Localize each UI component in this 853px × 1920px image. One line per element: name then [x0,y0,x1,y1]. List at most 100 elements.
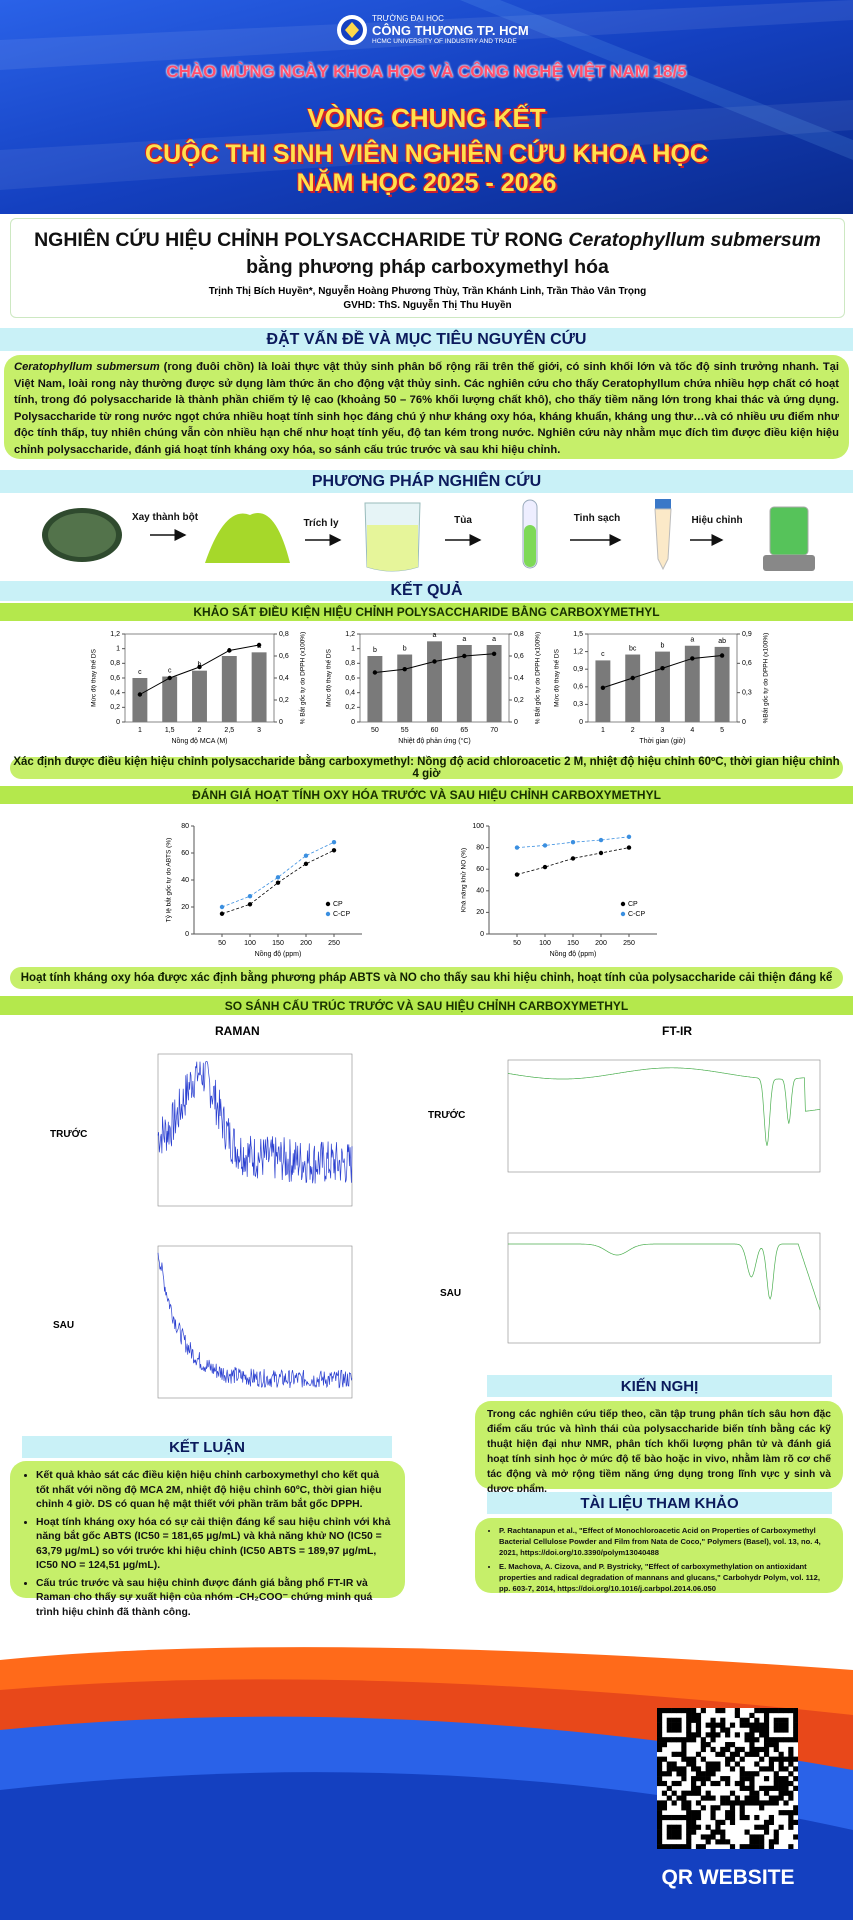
bar [714,646,730,722]
spectrum-title: FT-IR [662,1024,692,1038]
qr-cell [715,1732,721,1738]
year: NĂM HỌC 2025 - 2026 [296,169,557,197]
qr-cell [666,1785,672,1791]
legend-marker [620,901,626,907]
qr-cell [686,1810,692,1816]
x-tick-label: 5 [720,727,724,734]
bar [221,656,237,722]
qr-cell [657,1805,663,1811]
qr-cell [729,1844,736,1849]
qr-cell [657,1761,663,1767]
qr-cell [739,1780,745,1787]
qr-cell [793,1810,798,1816]
qr-cell [657,1756,663,1762]
qr-cell [676,1771,682,1777]
y-tick-label: 0,6 [110,675,120,682]
y-axis-title: Tỷ lệ bắt gốc tự do ABTS (%) [164,838,173,923]
university-en: HCMC UNIVERSITY OF INDUSTRY AND TRADE [372,38,517,45]
x-tick-label: 50 [218,940,226,947]
subsection-heading: ĐÁNH GIÁ HOẠT TÍNH OXY HÓA TRƯỚC VÀ SAU … [0,786,853,804]
qr-cell [666,1761,672,1767]
qr-cell [793,1712,798,1719]
qr-cell [783,1708,789,1714]
qr-cell [754,1834,760,1840]
spectrum-line [507,1067,821,1146]
qr-cell [666,1722,672,1728]
qr-cell [763,1790,770,1796]
qr-cell [768,1814,774,1821]
qr-cell [671,1737,677,1743]
qr-cell [681,1737,687,1743]
qr-cell [788,1844,794,1849]
y-axis-title: Mức độ thay thế DS [89,648,98,706]
qr-cell [686,1727,692,1733]
qr-cell [695,1766,702,1772]
qr-cell [710,1761,716,1767]
title-species: Ceratophyllum submersum [568,229,821,251]
reference: P. Rachtanapun et al., "Effect of Monoch… [499,1525,833,1558]
subsection-heading: SO SÁNH CẤU TRÚC TRƯỚC VÀ SAU HIỆU CHỈNH… [0,996,853,1015]
qr-cell [725,1742,731,1748]
significance-letter: a [690,637,694,644]
reference: E. Machova, A. Cizova, and P. Bystricky,… [499,1561,833,1594]
qr-cell [773,1727,779,1733]
qr-cell [783,1737,789,1743]
qr-cell [691,1819,697,1825]
qr-cell [700,1746,706,1753]
significance-letter: c [601,651,605,658]
qr-cell [657,1771,663,1777]
x-axis-title: Thời gian (giờ) [639,738,685,745]
qr-cell [691,1732,697,1738]
qr-cell [778,1780,784,1787]
qr-cell [676,1727,682,1733]
spectrum-label: TRƯỚC [50,1129,88,1140]
qr-cell [691,1829,697,1835]
qr-cell [700,1737,706,1743]
y-axis-title: Khả năng khử NO (%) [460,848,468,912]
y-tick-label: 100 [472,823,484,830]
qr-cell [773,1708,779,1714]
qr-cell [744,1814,750,1821]
qr-cell [720,1795,726,1801]
qr-cell [788,1814,794,1821]
qr-cell [783,1776,789,1782]
qr-cell [661,1737,668,1743]
qr-cell [695,1751,702,1757]
qr-cell [759,1756,765,1762]
x-tick-label: 50 [513,940,521,947]
y-tick-label: 1,2 [573,648,583,655]
qr-cell [778,1824,784,1830]
qr-cell [666,1766,672,1772]
spectrum-title: RAMAN [215,1024,260,1038]
y-tick-label: 0 [480,931,484,938]
qr-cell [657,1839,663,1845]
y2-tick-label: 0,3 [742,690,752,697]
legend-marker [325,911,331,917]
point [331,848,337,853]
qr-cell [749,1722,755,1728]
qr-cell [691,1776,697,1782]
qr-cell [691,1717,697,1723]
qr-cell [676,1814,682,1821]
qr-cell [778,1737,784,1743]
qr-cell [700,1795,706,1801]
qr-cell [768,1795,774,1801]
qr-cell [763,1819,770,1825]
qr-code[interactable] [657,1708,798,1849]
qr-cell [725,1727,731,1733]
qr-cell [695,1844,702,1849]
qr-cell [788,1708,794,1714]
qr-cell [666,1814,672,1821]
qr-cell [686,1737,692,1743]
point [542,843,548,848]
qr-cell [676,1824,682,1830]
qr-cell [681,1746,687,1753]
qr-cell [768,1756,774,1762]
intro-box: Ceratophyllum submersum (rong đuôi chồn)… [4,355,849,459]
chart: 0 0,2 0,4 0,6 0,8 1 1,2 0 0,2 0,4 0,6 0,8 50 55 60 65 70… [324,631,542,745]
qr-cell [788,1771,794,1777]
section-heading: KẾT QUẢ [0,581,853,601]
y-axis-title: Mức độ thay thế DS [552,648,561,706]
qr-cell [759,1708,765,1714]
line-point [256,642,262,648]
